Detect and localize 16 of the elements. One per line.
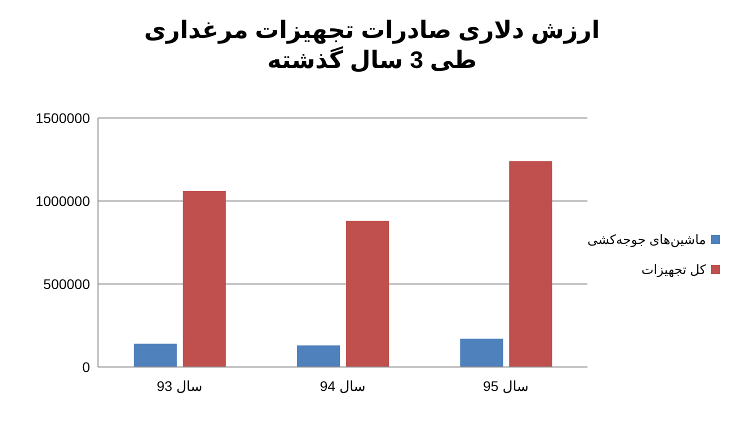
y-tick-label: 1000000 <box>35 192 90 209</box>
chart-title: ارزش دلاری صادرات تجهیزات مرغداری طی 3 سال گذشته <box>143 16 601 76</box>
legend-label: کل تجهیزات <box>641 262 706 278</box>
y-tick-label: 0 <box>82 358 90 375</box>
bar <box>509 161 552 367</box>
bar <box>346 220 390 367</box>
y-tick-label: 1500000 <box>35 110 90 126</box>
x-tick-label: سال 95 <box>482 378 529 394</box>
bar <box>182 191 226 367</box>
bar <box>460 338 504 367</box>
bar <box>134 344 177 367</box>
x-tick-label: سال 94 <box>320 378 366 394</box>
x-tick-label: سال 93 <box>156 378 202 394</box>
y-tick-label: 500000 <box>43 276 90 292</box>
legend-label: ماشین‌های جوجه‌کشی <box>587 232 706 248</box>
bar <box>297 345 340 367</box>
